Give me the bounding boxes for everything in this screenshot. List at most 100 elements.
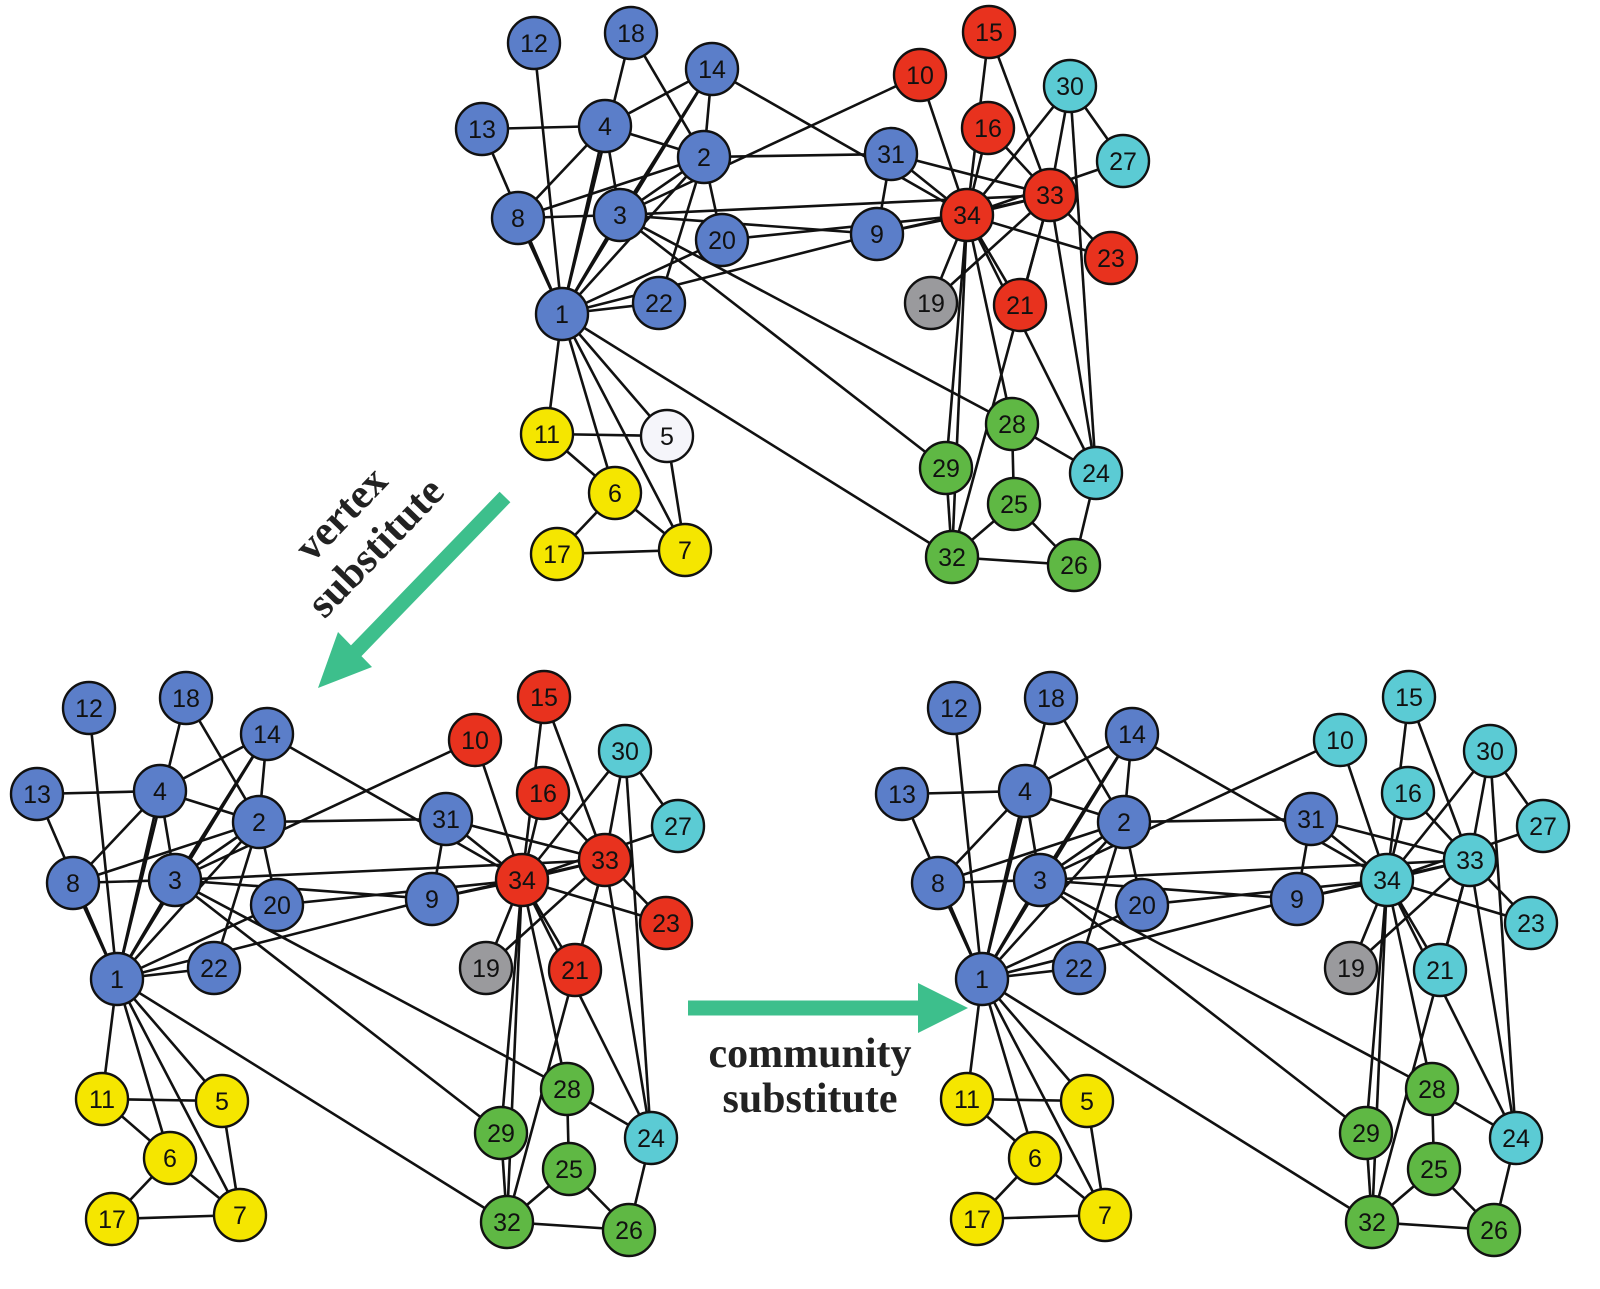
vertex-substitute-caption: vertex substitute (286, 458, 453, 627)
node-14: 14 (239, 706, 295, 762)
node-circle (1046, 537, 1102, 593)
edge-1-7 (980, 978, 1107, 1216)
edge-1-32 (981, 977, 1373, 1224)
node-circle (577, 832, 633, 888)
edge-14-34 (1131, 732, 1388, 882)
edge-1-20 (116, 903, 278, 981)
node-8: 8 (45, 855, 101, 911)
edge-28-34 (965, 214, 1014, 425)
node-label: 17 (963, 1206, 991, 1234)
node-label: 6 (1028, 1145, 1042, 1173)
node-circle (490, 190, 546, 246)
node-circle (1462, 723, 1518, 779)
edge-1-7 (560, 313, 687, 551)
node-circle (939, 187, 995, 243)
node-label: 24 (1502, 1125, 1530, 1153)
edge-3-14 (618, 68, 714, 216)
node-circle (926, 680, 982, 736)
node-15: 15 (516, 669, 572, 725)
node-16: 16 (1380, 765, 1436, 821)
node-label: 19 (917, 290, 945, 318)
node-circle (132, 763, 188, 819)
community-caption-line1: community (709, 1031, 912, 1077)
node-10: 10 (1312, 712, 1368, 768)
node-label: 21 (1006, 292, 1034, 320)
node-circle (1338, 1105, 1394, 1161)
node-31: 31 (418, 791, 474, 847)
node-circle (924, 529, 980, 585)
node-circle (74, 1071, 130, 1127)
node-23: 23 (1083, 230, 1139, 286)
vertex-arrow-shaft (349, 491, 511, 658)
edge-3-9 (174, 878, 433, 901)
node-29: 29 (1338, 1105, 1394, 1161)
node-14: 14 (1104, 706, 1160, 762)
node-circle (1442, 832, 1498, 888)
node-9: 9 (849, 206, 905, 262)
node-label: 5 (660, 423, 674, 451)
edge-1-12 (87, 707, 119, 980)
edge-24-34 (520, 879, 653, 1139)
node-15: 15 (1381, 669, 1437, 725)
node-label: 3 (613, 202, 627, 230)
edge-1-32 (116, 977, 508, 1224)
node-circle (631, 275, 687, 331)
node-22: 22 (186, 940, 242, 996)
node-label: 13 (888, 781, 916, 809)
node-circle (650, 798, 706, 854)
node-label: 20 (708, 227, 736, 255)
edge-24-34 (965, 214, 1098, 474)
node-circle (1412, 942, 1468, 998)
node-circle (592, 187, 648, 243)
node-26: 26 (1466, 1202, 1522, 1258)
edge-2-8 (517, 155, 705, 220)
node-circle (1068, 445, 1124, 501)
edge-1-6 (115, 978, 172, 1159)
node-2: 2 (676, 129, 732, 185)
node-20: 20 (1114, 877, 1170, 933)
edge-31-33 (445, 817, 606, 862)
edge-28-34 (1385, 879, 1434, 1090)
node-circle (1051, 940, 1107, 996)
node-label: 16 (974, 115, 1002, 143)
node-30: 30 (1042, 58, 1098, 114)
node-label: 21 (1426, 957, 1454, 985)
node-circle (539, 1061, 595, 1117)
node-13: 13 (9, 766, 65, 822)
node-circle (601, 1202, 657, 1258)
edge-1-18 (980, 697, 1053, 980)
node-circle (212, 1187, 268, 1243)
node-label: 5 (1080, 1088, 1094, 1116)
node-label: 31 (432, 806, 460, 834)
edge-1-9 (561, 232, 878, 316)
node-label: 28 (998, 411, 1026, 439)
node-25: 25 (986, 476, 1042, 532)
edge-1-18 (115, 697, 188, 980)
node-label: 28 (1418, 1076, 1446, 1104)
node-label: 23 (1097, 245, 1125, 273)
node-label: 2 (697, 144, 711, 172)
node-label: 7 (1098, 1202, 1112, 1230)
node-label: 6 (608, 480, 622, 508)
node-label: 31 (877, 141, 905, 169)
node-circle (939, 1071, 995, 1127)
node-4: 4 (997, 763, 1053, 819)
node-6: 6 (1007, 1130, 1063, 1186)
node-label: 4 (1018, 778, 1032, 806)
edge-1-6 (560, 313, 617, 494)
node-21: 21 (547, 942, 603, 998)
node-circle (992, 277, 1048, 333)
node-12: 12 (61, 680, 117, 736)
node-label: 20 (263, 892, 291, 920)
node-label: 19 (472, 955, 500, 983)
edge-24-30 (1488, 750, 1518, 1139)
edge-1-20 (981, 903, 1143, 981)
edge-30-34 (1385, 750, 1492, 881)
node-23: 23 (1503, 895, 1559, 951)
edge-32-33 (505, 859, 607, 1223)
node-label: 34 (953, 202, 981, 230)
edge-3-29 (174, 878, 502, 1135)
node-circle (454, 101, 510, 157)
node-circle (1344, 1194, 1400, 1250)
node-34: 34 (494, 852, 550, 908)
